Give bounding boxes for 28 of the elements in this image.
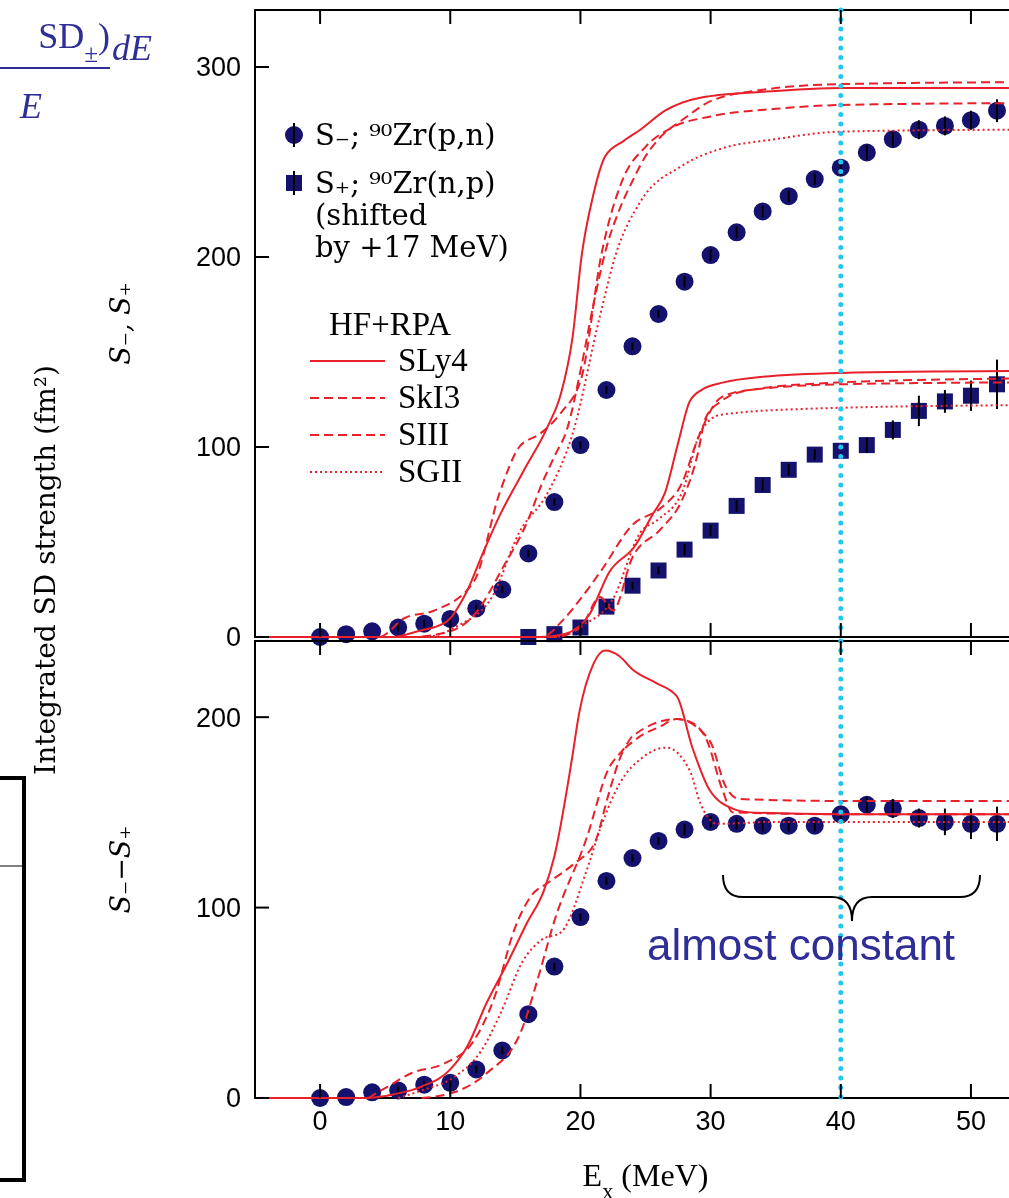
y-tick-label: 100 — [195, 893, 241, 924]
y-tick-label: 0 — [225, 1083, 241, 1114]
legend-label: SkI3 — [398, 379, 461, 415]
x-tick-label: 10 — [435, 1106, 466, 1136]
text: dE — [112, 28, 152, 68]
text: Integrated SD strength (fm²) — [29, 365, 62, 775]
x-tick-label: 20 — [565, 1106, 596, 1136]
text: E — [19, 86, 42, 126]
legend-label: SGII — [398, 453, 463, 489]
y-tick-label: 0 — [225, 622, 241, 653]
x-tick-label: 0 — [312, 1106, 328, 1136]
legend-title: HF+RPA — [329, 306, 452, 342]
y-axis-title: S₋−S₊ — [105, 825, 136, 914]
x-tick-label: 50 — [955, 1106, 986, 1136]
text: SD$_{±}$) — [38, 16, 110, 67]
y-tick-label: 300 — [195, 52, 241, 83]
legend-label: S₊; ⁹⁰Zr(n,p) (shifted by +17 MeV) — [315, 166, 509, 264]
y-axis-title: S₋, S₊ — [105, 282, 136, 365]
x-axis-title: E$_{x}$ (MeV) — [582, 1157, 709, 1198]
legend-label: SLy4 — [398, 342, 468, 378]
x-tick-label: 40 — [825, 1106, 856, 1136]
legend-label: SIII — [398, 416, 450, 452]
y-tick-label: 200 — [195, 242, 241, 273]
y-tick-label: 100 — [195, 432, 241, 463]
y-tick-label: 200 — [195, 702, 241, 733]
legend-label: S₋; ⁹⁰Zr(p,n) — [315, 118, 496, 152]
annotation: almost constant — [646, 920, 956, 970]
x-tick-label: 30 — [695, 1106, 726, 1136]
